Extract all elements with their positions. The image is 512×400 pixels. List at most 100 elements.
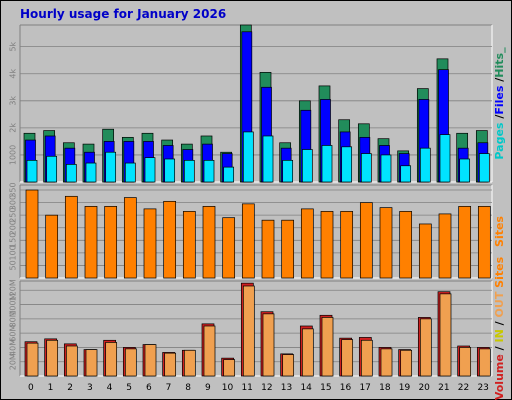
y-tick-label: 350	[9, 182, 18, 197]
x-tick-label: 12	[261, 383, 272, 393]
sites-bar	[182, 211, 196, 279]
out-bar	[85, 349, 98, 377]
x-tick-label: 1	[48, 383, 54, 393]
panel-background	[20, 281, 492, 376]
legend-entry: Hits_	[493, 47, 506, 78]
side-legend-volume: Volume / IN / OUT Sites	[493, 256, 506, 400]
sites-bar	[300, 208, 314, 279]
sites-bar	[163, 200, 177, 279]
y-tick-label: 100M	[9, 293, 18, 315]
legend-entry: /	[493, 342, 506, 354]
x-tick-label: 17	[359, 383, 370, 393]
pages-bar	[459, 158, 471, 183]
y-tick-label: 5k	[9, 41, 18, 51]
x-tick-label: 18	[379, 383, 391, 393]
out-bar	[419, 318, 432, 377]
x-tick-label: 10	[222, 383, 234, 393]
y-tick-label: 200	[9, 220, 18, 235]
x-tick-label: 5	[126, 383, 132, 393]
x-tick-label: 16	[340, 383, 352, 393]
x-tick-label: 6	[146, 383, 152, 393]
legend-entry: OUT	[493, 291, 506, 317]
out-bar	[400, 349, 413, 377]
x-tick-label: 13	[281, 383, 292, 393]
x-tick-label: 2	[67, 383, 73, 393]
panel-background	[20, 185, 492, 278]
pages-bar	[360, 153, 372, 183]
out-bar	[203, 325, 216, 377]
out-bar	[46, 339, 59, 377]
sites-bar	[379, 207, 393, 279]
out-bar	[164, 352, 177, 377]
pages-bar	[321, 145, 333, 183]
x-tick-label: 20	[418, 383, 430, 393]
legend-entry: Files	[493, 85, 506, 115]
y-tick-label: 250	[9, 208, 18, 223]
pages-bar	[164, 158, 176, 183]
pages-bar	[105, 151, 117, 183]
sites-bar	[281, 219, 295, 279]
pages-bar	[223, 166, 235, 183]
x-tick-label: 22	[458, 383, 469, 393]
sites-bar	[458, 206, 472, 279]
sites-bar	[477, 206, 491, 279]
legend-entry: Pages	[493, 122, 506, 160]
y-tick-label: 1000	[9, 145, 18, 165]
out-bar	[360, 339, 373, 377]
pages-bar	[242, 131, 254, 183]
sites-bar	[222, 217, 236, 279]
sites-bar	[261, 219, 275, 279]
y-tick-label: 80M	[9, 310, 18, 327]
legend-entry: /	[493, 114, 506, 123]
out-bar	[439, 293, 452, 377]
out-bar	[301, 328, 314, 377]
y-tick-label: 20M	[9, 353, 18, 370]
sites-bar	[84, 206, 98, 279]
sites-bar	[143, 208, 157, 279]
pages-bar	[183, 159, 195, 183]
out-bar	[26, 342, 39, 377]
out-bar	[124, 348, 137, 377]
y-tick-label: 3k	[9, 96, 18, 106]
y-tick-label: 120M	[9, 279, 18, 301]
x-tick-label: 14	[300, 383, 312, 393]
sites-bar	[438, 213, 452, 279]
out-bar	[144, 344, 157, 377]
pages-bar	[144, 157, 156, 183]
x-axis-labels: 0 1 2 3 4 5 6 7 8 9 10 11 12 13 14 15 16 17 18 19 20 21 22 23	[28, 383, 489, 393]
out-bar	[459, 347, 472, 377]
sites-bar	[418, 223, 432, 279]
side-legend-pages-files-hits: Pages /Files /Hits_	[493, 47, 506, 160]
sites-bar	[104, 206, 118, 279]
out-bar	[242, 285, 255, 377]
sites-bar	[399, 211, 413, 279]
panel-pages-files-hits: 1000 2k 3k 4k 5k	[9, 24, 493, 183]
y-tick-label: 300	[9, 195, 18, 210]
out-bar	[321, 317, 334, 377]
out-bar	[262, 313, 275, 377]
x-tick-label: 4	[107, 383, 113, 393]
legend-entry: IN	[493, 329, 506, 342]
legend-entry: Sites	[493, 216, 506, 247]
pages-bar	[439, 134, 451, 183]
sites-bar	[123, 197, 137, 279]
x-tick-label: 23	[477, 383, 488, 393]
pages-bar	[262, 135, 274, 183]
x-tick-label: 8	[185, 383, 191, 393]
pages-bar	[301, 149, 313, 183]
pages-bar	[380, 154, 392, 183]
y-tick-label: 40M	[9, 339, 18, 356]
pages-bar	[341, 146, 353, 183]
x-tick-label: 9	[205, 383, 211, 393]
sites-bar	[45, 214, 59, 279]
x-tick-label: 0	[28, 383, 34, 393]
x-tick-label: 3	[87, 383, 93, 393]
sites-bar	[64, 195, 78, 279]
side-legend-sites: Sites	[493, 216, 506, 247]
out-bar	[478, 348, 491, 377]
pages-bar	[419, 147, 431, 183]
sites-bar	[202, 206, 216, 279]
